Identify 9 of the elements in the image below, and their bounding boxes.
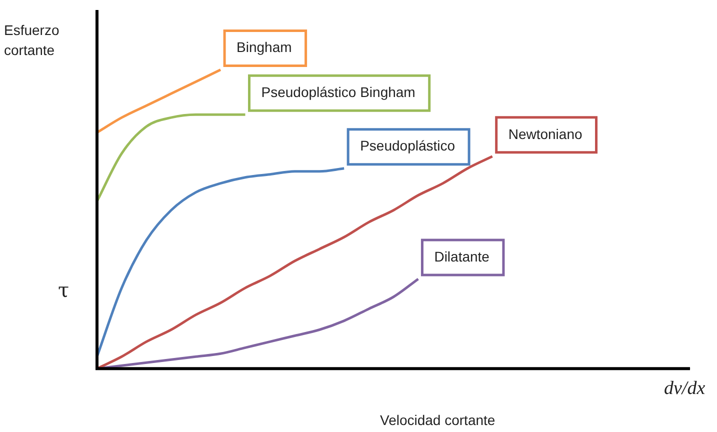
y-axis-title: Esfuerzo cortante bbox=[4, 21, 60, 60]
text: dv/dx bbox=[664, 378, 706, 400]
text: τ bbox=[58, 278, 70, 302]
series-label: Dilatante bbox=[434, 248, 490, 264]
series-label: Pseudoplástico Bingham bbox=[261, 84, 416, 100]
series-label: Newtoniano bbox=[508, 126, 582, 142]
series-label: Bingham bbox=[236, 39, 292, 56]
x-axis-title: Velocidad cortante bbox=[380, 412, 496, 428]
series-label: Pseudoplástico bbox=[360, 138, 456, 154]
